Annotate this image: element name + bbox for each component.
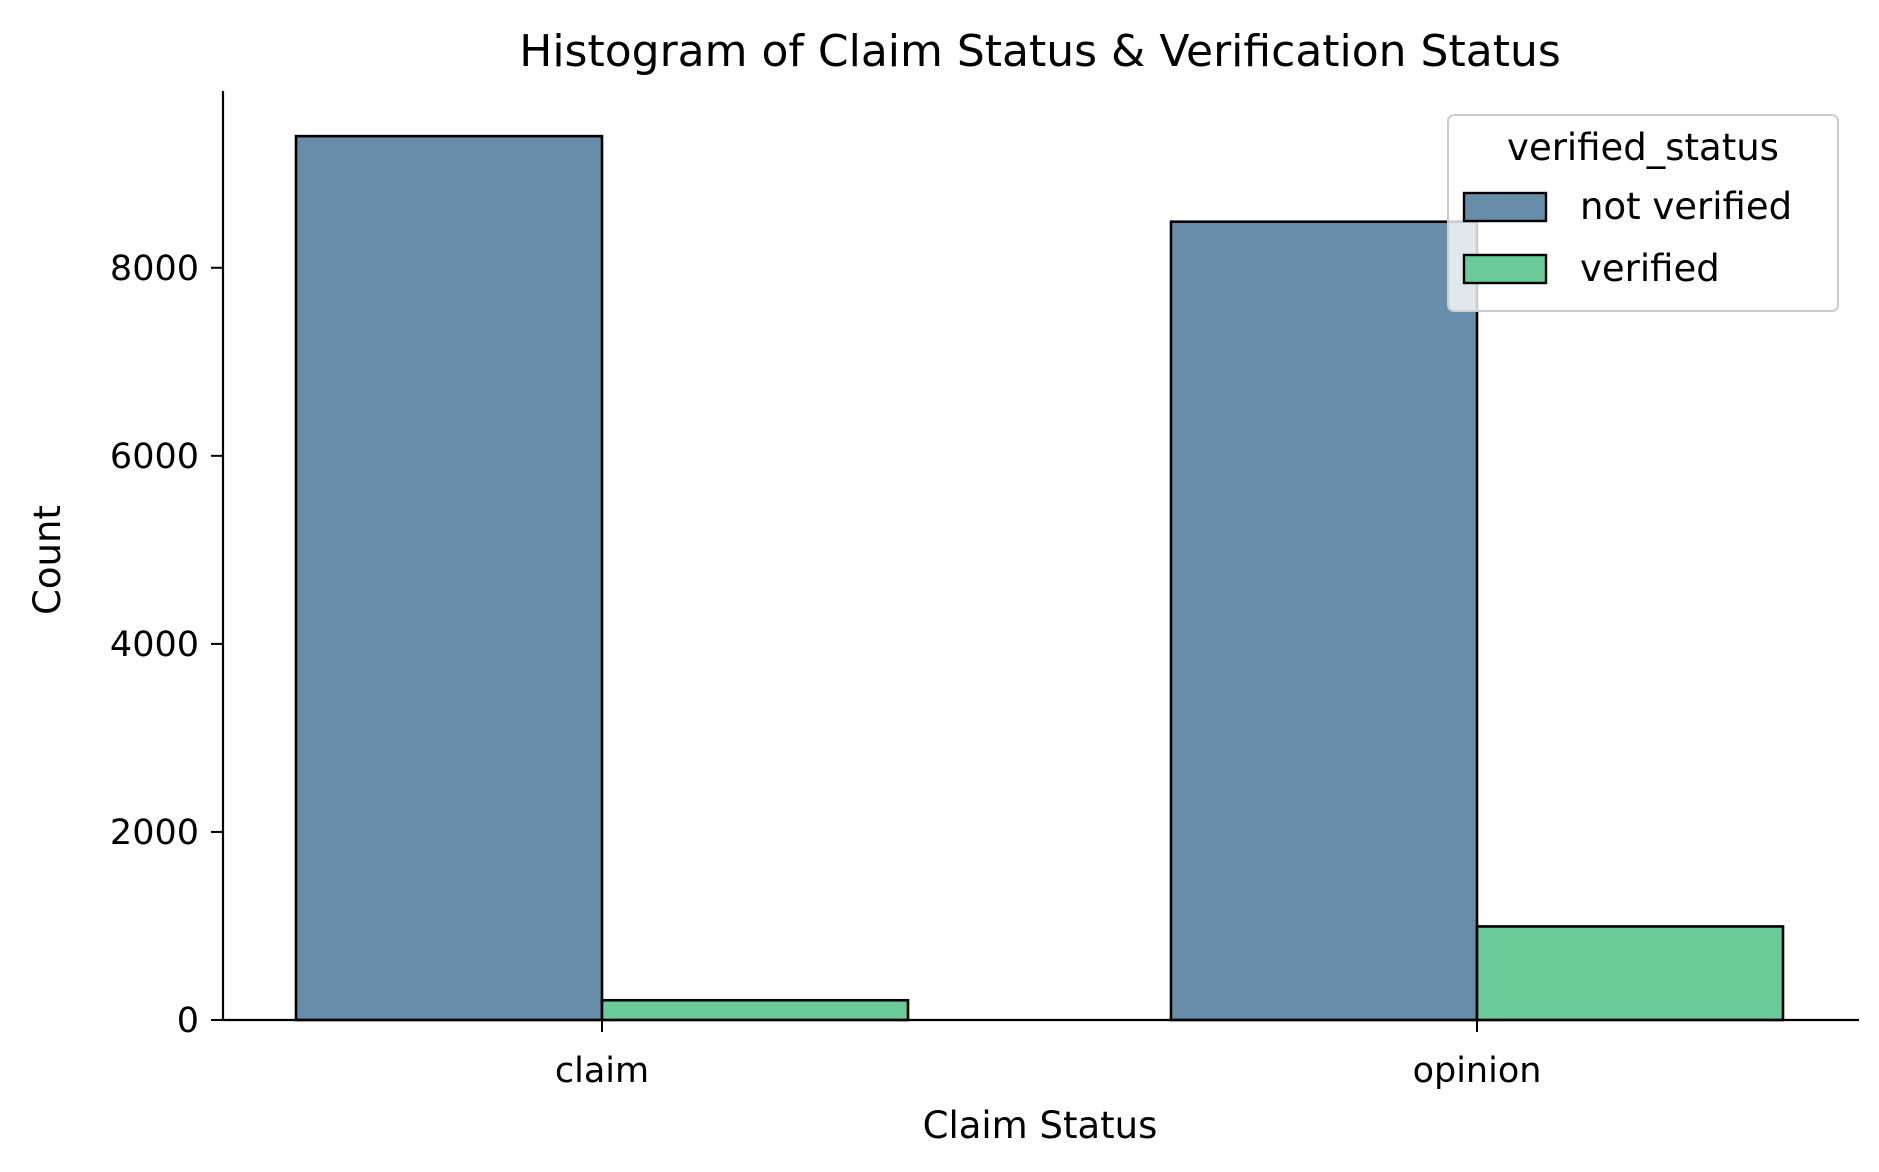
- y-axis-label: Count: [26, 505, 69, 615]
- x-axis-label: Claim Status: [923, 1104, 1158, 1147]
- chart-title: Histogram of Claim Status & Verification…: [519, 26, 1561, 77]
- y-tick-label: 6000: [110, 437, 199, 477]
- bar-claim-verified: [600, 998, 910, 1022]
- x-tick-label: claim: [555, 1051, 649, 1091]
- bar-opinion-not-verified: [1169, 220, 1479, 1022]
- x-axis-ticks: claim opinion: [555, 1020, 1542, 1091]
- y-axis-ticks: 0 2000 4000 6000 8000: [110, 249, 223, 1041]
- legend-title: verified_status: [1507, 126, 1779, 169]
- bar-opinion-verified: [1475, 925, 1785, 1022]
- y-tick-label: 0: [177, 1001, 199, 1041]
- y-tick-label: 4000: [110, 625, 199, 665]
- x-tick-label: opinion: [1413, 1051, 1542, 1091]
- bar-claim-not-verified: [294, 134, 604, 1022]
- y-tick-label: 8000: [110, 249, 199, 289]
- legend-swatch: [1462, 253, 1548, 285]
- legend-label: verified: [1580, 247, 1720, 290]
- y-tick-label: 2000: [110, 813, 199, 853]
- legend: verified_status not verified verified: [1447, 114, 1839, 312]
- bars: [294, 134, 1785, 1022]
- legend-swatch: [1462, 191, 1548, 223]
- legend-label: not verified: [1580, 185, 1792, 228]
